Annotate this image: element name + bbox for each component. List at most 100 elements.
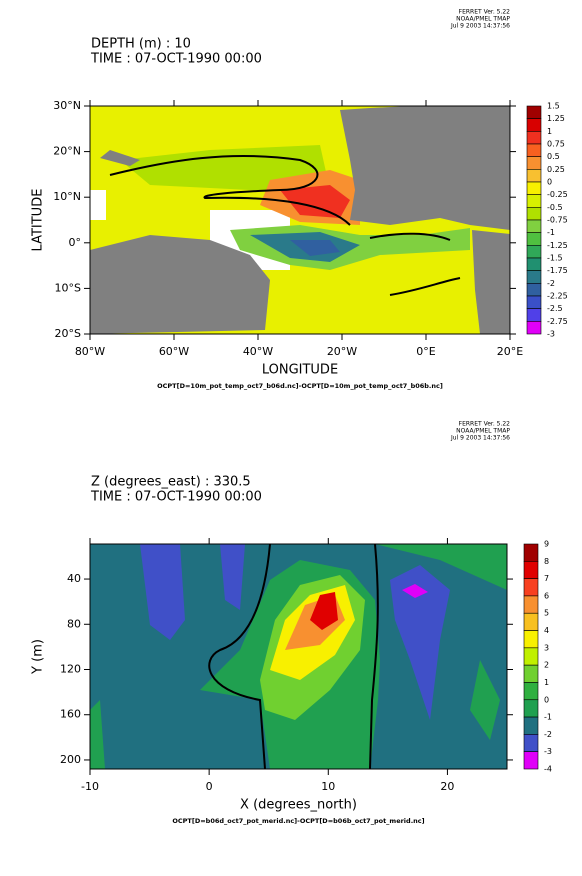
colorbar-label: 1.25 — [547, 114, 565, 123]
y-tick-label: 10°S — [55, 281, 81, 294]
colorbar-box — [526, 283, 542, 297]
colorbar-box — [526, 169, 542, 183]
colorbar-label: 0 — [544, 695, 549, 704]
y-tick-label: 200 — [60, 753, 81, 766]
plot-title: TIME : 07-OCT-1990 00:00 — [90, 490, 262, 505]
colorbar-box — [526, 308, 542, 322]
colorbar-box — [523, 612, 539, 631]
footer: OCPT[D=10m_pot_temp_oct7_b06d.nc]-OCPT[D… — [157, 382, 443, 390]
colorbar-label: -2 — [544, 730, 552, 739]
colorbar-box — [526, 245, 542, 259]
colorbar-box — [526, 143, 542, 157]
colorbar-label: 5 — [544, 609, 549, 618]
colorbar-label: -1.25 — [547, 241, 568, 250]
colorbar-box — [526, 131, 542, 145]
x-tick-label: 0°E — [416, 345, 435, 358]
colorbar-box — [523, 664, 539, 683]
colorbar-label: 3 — [544, 643, 549, 652]
ferret-header: FERRET Ver. 5.22 — [459, 9, 511, 16]
colorbar-box — [523, 630, 539, 649]
ferret-header: FERRET Ver. 5.22 — [459, 421, 511, 428]
colorbar-label: 0.5 — [547, 152, 560, 161]
ferret-header: Jul 9 2003 14:37:56 — [450, 23, 510, 30]
colorbar-box — [526, 270, 542, 284]
plot-title: Z (degrees_east) : 330.5 — [91, 475, 251, 490]
x-tick-label: 80°W — [75, 345, 105, 358]
colorbar-label: 0 — [547, 178, 552, 187]
colorbar-label: 7 — [544, 574, 549, 583]
colorbar-label: -1.5 — [547, 254, 563, 263]
colorbar-label: -3 — [544, 747, 552, 756]
ferret-header: NOAA/PMEL TMAP — [456, 16, 510, 23]
field-top — [90, 106, 510, 334]
plot-frame — [89, 543, 508, 770]
y-tick-label: 20°S — [55, 327, 81, 340]
colorbar-box — [526, 321, 542, 335]
plot-frame — [89, 105, 511, 335]
x-tick-label: 10 — [321, 780, 335, 793]
y-tick-label: 30°N — [53, 99, 81, 112]
y-axis-label: LATITUDE — [31, 189, 46, 252]
colorbar-label: -2.5 — [547, 304, 563, 313]
colorbar-label: 0.25 — [547, 165, 565, 174]
colorbar-box — [526, 105, 542, 119]
x-tick-label: -10 — [81, 780, 99, 793]
colorbar-label: -2.75 — [547, 317, 568, 326]
colorbar-label: -1.75 — [547, 266, 568, 275]
colorbar-label: 1 — [544, 678, 549, 687]
colorbar-box — [526, 118, 542, 132]
x-tick-label: 40°W — [243, 345, 273, 358]
y-axis-label: Y (m) — [31, 639, 46, 675]
y-tick-label: 0° — [69, 236, 82, 249]
ferret-header: Jul 9 2003 14:37:56 — [450, 435, 510, 442]
x-tick-label: 20 — [440, 780, 454, 793]
field-bottom — [90, 543, 507, 770]
colorbar-label: -0.25 — [547, 190, 568, 199]
x-tick-label: 20°E — [497, 345, 523, 358]
colorbar-label: -2 — [547, 279, 555, 288]
colorbar-box — [523, 561, 539, 579]
x-axis-label: X (degrees_north) — [240, 798, 357, 813]
colorbar-box — [523, 734, 539, 752]
colorbar-label: 6 — [544, 591, 549, 600]
y-tick-label: 120 — [60, 663, 81, 676]
colorbar-box — [523, 595, 539, 614]
colorbar-label: -3 — [547, 330, 555, 339]
colorbar-label: -1 — [544, 713, 552, 722]
y-tick-label: 20°N — [53, 145, 81, 158]
y-tick-label: 80 — [67, 617, 81, 630]
x-tick-label: 0 — [206, 780, 213, 793]
colorbar-label: 1.5 — [547, 102, 560, 111]
y-tick-label: 160 — [60, 708, 81, 721]
colorbar-label: 0.75 — [547, 140, 565, 149]
colorbar-box — [523, 543, 539, 562]
colorbar-box — [523, 578, 539, 597]
colorbar-label: -2.25 — [547, 292, 568, 301]
colorbar-box — [526, 219, 542, 233]
colorbar-label: -4 — [544, 765, 552, 774]
x-axis-label: LONGITUDE — [262, 363, 338, 378]
colorbar-box — [526, 232, 542, 246]
footer: OCPT[D=b06d_oct7_pot_merid.nc]-OCPT[D=b0… — [172, 817, 424, 825]
colorbar-box — [523, 682, 539, 701]
colorbar-box — [526, 181, 542, 195]
colorbar-label: -1 — [547, 228, 555, 237]
y-tick-label: 40 — [67, 572, 81, 585]
colorbar-box — [526, 207, 542, 221]
colorbar-box — [526, 295, 542, 309]
colorbar-box — [526, 194, 542, 208]
colorbar-label: 1 — [547, 127, 552, 136]
colorbar-label: 9 — [544, 540, 549, 549]
colorbar-box — [526, 257, 542, 271]
colorbar-label: -0.75 — [547, 216, 568, 225]
colorbar-box — [526, 156, 542, 170]
colorbar-label: 4 — [544, 626, 549, 635]
y-tick-label: 10°N — [53, 190, 81, 203]
colorbar-box — [523, 716, 539, 735]
plot-title: DEPTH (m) : 10 — [91, 37, 191, 52]
colorbar-label: 2 — [544, 661, 549, 670]
plot-title: TIME : 07-OCT-1990 00:00 — [90, 52, 262, 67]
x-tick-label: 20°W — [327, 345, 357, 358]
colorbar-box — [523, 647, 539, 666]
